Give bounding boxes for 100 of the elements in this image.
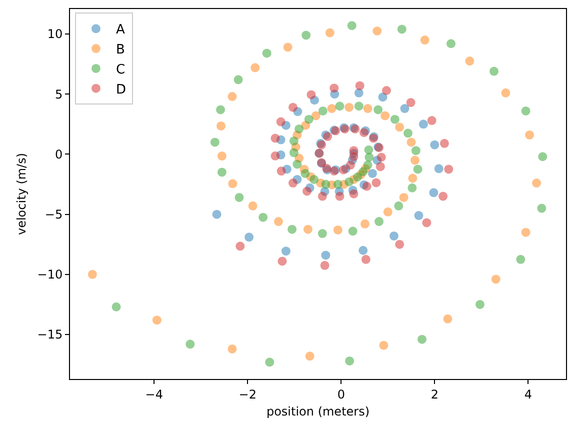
y-tick-label: 10 [47, 27, 63, 42]
point [302, 186, 312, 196]
point [152, 316, 162, 325]
point [333, 180, 342, 189]
point [413, 164, 422, 174]
point [234, 75, 243, 84]
point [216, 121, 226, 130]
legend-label: D [116, 82, 126, 98]
point [276, 166, 286, 176]
point [300, 168, 310, 178]
x-tick-label: −4 [145, 387, 163, 402]
y-tick-label: 0 [54, 147, 63, 162]
point [325, 28, 334, 38]
point [344, 177, 354, 186]
point [363, 160, 372, 170]
point [210, 138, 220, 147]
point [217, 168, 226, 177]
point [376, 152, 386, 162]
point [383, 207, 392, 216]
point [378, 92, 388, 102]
point [403, 128, 412, 138]
point [440, 138, 449, 148]
point [288, 102, 298, 112]
point [406, 138, 416, 147]
point [354, 88, 364, 98]
point [397, 24, 406, 34]
point [521, 228, 530, 237]
point [376, 162, 385, 172]
point [250, 63, 260, 72]
point [537, 204, 546, 213]
point [349, 189, 358, 198]
point [358, 246, 368, 255]
point [521, 106, 530, 116]
point [228, 92, 237, 102]
point [330, 84, 339, 93]
point [311, 111, 320, 120]
point [430, 140, 440, 150]
point [304, 114, 314, 124]
point [420, 36, 430, 45]
point [318, 106, 328, 116]
point [408, 183, 417, 192]
legend-label: C [116, 62, 126, 78]
point [288, 178, 298, 188]
point [379, 340, 388, 350]
point [305, 352, 314, 361]
point [88, 270, 97, 279]
x-tick-label: 0 [337, 387, 345, 402]
point [374, 105, 383, 114]
point [363, 104, 372, 114]
point [228, 344, 237, 354]
point [360, 219, 370, 228]
legend-label: A [116, 22, 125, 38]
point [395, 122, 404, 132]
legend-label: B [116, 42, 125, 58]
point [349, 146, 358, 156]
point [294, 124, 304, 134]
point [355, 81, 364, 90]
point [516, 254, 526, 264]
point [380, 111, 390, 120]
x-axis-title: position (meters) [266, 404, 370, 418]
point [320, 260, 330, 270]
point [321, 180, 330, 189]
point [228, 179, 238, 188]
point [475, 300, 484, 309]
point [361, 254, 370, 264]
point [444, 164, 454, 174]
point [501, 88, 510, 98]
y-axis-title: velocity (m/s) [14, 152, 29, 236]
point [292, 160, 302, 169]
point [335, 102, 344, 111]
y-tick-label: 5 [54, 87, 63, 102]
point [345, 356, 354, 366]
y-tick-label: −5 [44, 208, 63, 222]
point [389, 231, 398, 240]
point [372, 178, 381, 188]
point [258, 212, 268, 222]
point [321, 250, 330, 260]
point [212, 210, 222, 219]
point [406, 98, 416, 108]
point [186, 340, 195, 349]
point [358, 167, 368, 176]
point [490, 66, 499, 76]
point [400, 104, 410, 114]
point [289, 136, 298, 146]
point [532, 178, 542, 188]
point [236, 242, 245, 251]
point [443, 314, 452, 324]
point [347, 21, 356, 30]
y-tick-label: −10 [37, 268, 63, 282]
x-tick-label: 2 [430, 387, 438, 402]
point [265, 358, 274, 367]
point [368, 168, 377, 178]
point [346, 160, 355, 170]
point [525, 130, 534, 140]
point [274, 217, 283, 226]
point [382, 86, 391, 95]
point [335, 192, 344, 201]
point [395, 240, 404, 249]
point [288, 224, 297, 234]
point [216, 105, 226, 114]
